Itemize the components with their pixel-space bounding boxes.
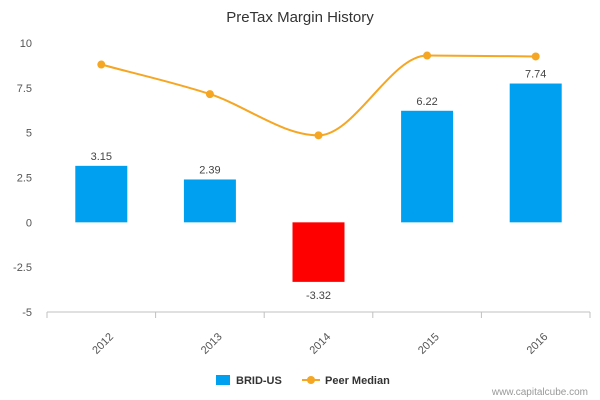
x-axis: 2012 2013 2014 2015 2016 (46, 312, 591, 357)
bar-data-labels: 3.15 2.39 -3.32 6.22 7.74 (91, 69, 547, 302)
peer-median-point-2013[interactable] (205, 90, 214, 99)
y-tick-label: 0 (26, 217, 32, 229)
chart-title: PreTax Margin History (226, 9, 374, 26)
x-tick-label: 2015 (416, 331, 442, 357)
y-tick-label: 10 (20, 38, 32, 50)
peer-median-point-2014[interactable] (314, 131, 323, 140)
y-axis: 10 7.5 5 2.5 0 -2.5 -5 (13, 38, 32, 319)
bar-2014[interactable] (292, 222, 345, 282)
bar-2012[interactable] (75, 165, 128, 223)
peer-median-point-2015[interactable] (423, 51, 432, 60)
bar-value-label: 3.15 (91, 151, 112, 163)
watermark: www.capitalcube.com (491, 387, 588, 398)
legend-item-peer-median[interactable]: Peer Median (302, 375, 390, 387)
legend-item-brid-us[interactable]: BRID-US (216, 375, 282, 387)
x-tick-label: 2014 (307, 331, 333, 357)
x-tick-label: 2016 (525, 331, 551, 357)
peer-median-point-2016[interactable] (531, 52, 540, 61)
bar-2015[interactable] (401, 110, 454, 223)
legend-swatch-peer-marker (307, 376, 315, 384)
bar-value-label: -3.32 (306, 290, 331, 302)
x-tick-label: 2013 (199, 331, 225, 357)
legend: BRID-US Peer Median (216, 375, 390, 387)
legend-label-brid-us: BRID-US (236, 375, 282, 387)
y-tick-label: -2.5 (13, 262, 32, 274)
legend-label-peer-median: Peer Median (325, 375, 390, 387)
peer-median-line (101, 54, 536, 137)
y-tick-label: 7.5 (17, 83, 32, 95)
bar-2013[interactable] (183, 179, 236, 223)
legend-swatch-brid-us (216, 375, 230, 385)
peer-median-point-2012[interactable] (97, 60, 106, 69)
bar-series (75, 83, 562, 282)
bar-value-label: 2.39 (199, 164, 220, 176)
bar-value-label: 7.74 (525, 69, 546, 81)
y-tick-label: 5 (26, 128, 32, 140)
x-tick-label: 2012 (90, 331, 116, 357)
bar-2016[interactable] (509, 83, 562, 223)
peer-median-points (97, 51, 540, 140)
y-tick-label: 2.5 (17, 173, 32, 185)
bar-value-label: 6.22 (416, 96, 437, 108)
y-tick-label: -5 (22, 307, 32, 319)
